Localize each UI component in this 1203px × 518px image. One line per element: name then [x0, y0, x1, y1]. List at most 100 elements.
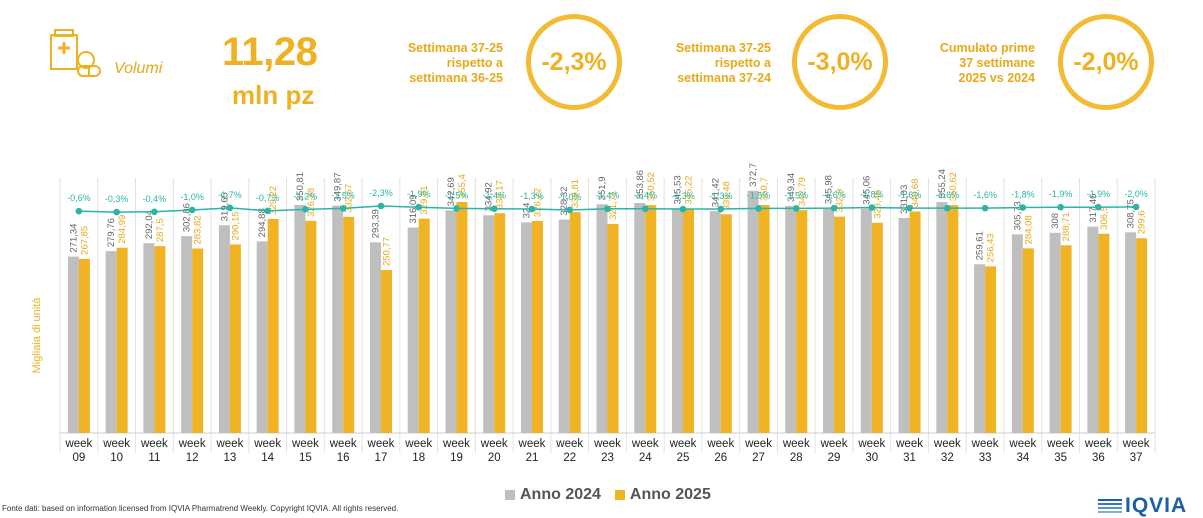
bar-2024 [1011, 234, 1023, 433]
data-label-2024: 279,76 [106, 218, 117, 247]
bar-2024 [332, 205, 344, 433]
bar-2024 [747, 190, 759, 433]
x-tick-label-week-number: 11 [148, 452, 160, 464]
x-tick-label-week-number: 16 [337, 452, 350, 464]
legend-item-2024: Anno 2024 [505, 486, 601, 504]
bar-2025 [494, 213, 506, 433]
data-label-2024: 308 [1050, 213, 1061, 229]
variation-point [264, 207, 271, 215]
bar-2024 [445, 210, 457, 433]
variation-point [566, 206, 574, 214]
bar-2025 [834, 216, 846, 433]
x-tick-label: week [1122, 438, 1150, 450]
variation-label: -1,7% [218, 190, 242, 200]
data-label-2025: 329,81 [419, 186, 430, 215]
data-label-2024: 331,03 [899, 185, 910, 214]
bar-2025 [116, 247, 128, 433]
data-label-2024: 351,9 [597, 176, 608, 200]
bar-2025 [305, 220, 317, 433]
variation-label: -1,5% [785, 190, 809, 200]
bar-2024 [634, 202, 646, 433]
variation-point [490, 205, 498, 213]
variation-label: -0,7% [256, 193, 280, 203]
x-tick-label: week [518, 438, 546, 450]
data-label-2024: 345,53 [673, 175, 684, 204]
bar-2025 [1136, 238, 1148, 433]
data-label-2024: 317,46 [1088, 194, 1099, 223]
bar-2025 [683, 208, 695, 433]
data-label-2024: 316,09 [408, 194, 419, 223]
data-label-2024: 271,34 [68, 224, 79, 253]
x-tick-label: week [367, 438, 395, 450]
data-label-2025: 332,57 [344, 184, 355, 213]
data-label-2025: 256,43 [986, 233, 997, 262]
kpi-3-value: -2,0% [1058, 14, 1154, 110]
bar-2025 [229, 244, 241, 433]
variation-point [453, 205, 460, 212]
legend-item-2025: Anno 2025 [614, 486, 711, 504]
variation-label: -1,0% [180, 192, 204, 202]
variation-label: -1,4% [634, 191, 658, 201]
x-tick-label-week-number: 15 [299, 452, 312, 464]
bar-2024 [558, 219, 570, 433]
x-tick-label: week [857, 438, 885, 450]
variation-point [830, 204, 838, 212]
data-label-2025: 339,81 [570, 179, 581, 208]
variation-point [717, 205, 725, 213]
data-label-2025: 326,22 [532, 188, 543, 217]
variation-label: -0,3% [105, 194, 129, 204]
x-tick-label-week-number: 27 [752, 452, 765, 464]
data-label-2024: 259,61 [975, 231, 986, 260]
variation-label: -1,4% [596, 191, 620, 201]
x-tick-label-week-number: 31 [903, 452, 916, 464]
variation-label: -2,0% [1124, 189, 1148, 199]
kpi-1-description: Settimana 37-25 rispetto a settimana 36-25 [407, 41, 503, 85]
bar-2025 [456, 201, 468, 433]
variation-point [528, 205, 536, 213]
x-tick-label: week [744, 438, 772, 450]
bar-2025 [796, 210, 808, 433]
variation-point [641, 205, 649, 213]
bar-2025 [78, 258, 90, 433]
kpi-3-description: Cumulato prime 37 settimane 2025 vs 2024 [939, 41, 1035, 85]
variation-point [679, 205, 687, 213]
bar-2024 [294, 204, 306, 433]
bar-2025 [758, 205, 770, 433]
data-label-2024: 345,98 [824, 175, 835, 204]
x-tick-label-week-number: 37 [1130, 452, 1143, 464]
bar-2024 [105, 251, 117, 433]
variation-point [944, 204, 951, 212]
x-tick-label-week-number: 19 [450, 452, 463, 464]
data-label-2025: 287,5 [155, 218, 166, 242]
bar-2025 [531, 220, 543, 433]
data-label-2024: 349,34 [786, 173, 797, 202]
x-tick-label-week-number: 25 [677, 452, 690, 464]
x-tick-label: week [933, 438, 961, 450]
x-tick-label-week-number: 09 [72, 452, 85, 464]
bar-2025 [909, 211, 921, 433]
kpi-2-value: -3,0% [792, 14, 888, 110]
volume-unit: mln pz [232, 80, 315, 110]
data-label-2024: 349,87 [333, 173, 344, 202]
variation-point [1132, 203, 1140, 211]
variation-point [226, 204, 234, 212]
bar-2024 [709, 211, 721, 433]
x-tick-label: week [1046, 438, 1074, 450]
variation-point [906, 204, 913, 212]
x-tick-label: week [555, 438, 583, 450]
data-label-2025: 326,38 [306, 188, 317, 217]
data-label-2024: 305,73 [1012, 201, 1023, 230]
x-tick-label-week-number: 10 [110, 452, 123, 464]
kpi-2-description: Settimana 37-25 rispetto a settimana 37-24 [675, 41, 771, 85]
data-label-2024: 319,65 [219, 192, 230, 221]
bar-2025 [343, 216, 355, 433]
variation-point [75, 207, 83, 215]
variation-point [604, 205, 611, 213]
bar-2024 [181, 236, 193, 433]
legend-swatch-2025 [614, 490, 625, 500]
bar-2024 [218, 225, 230, 433]
bar-2025 [154, 246, 166, 433]
x-tick-label: week [1084, 438, 1112, 450]
data-label-2025: 284,08 [1023, 215, 1034, 244]
bar-2024 [898, 217, 910, 433]
